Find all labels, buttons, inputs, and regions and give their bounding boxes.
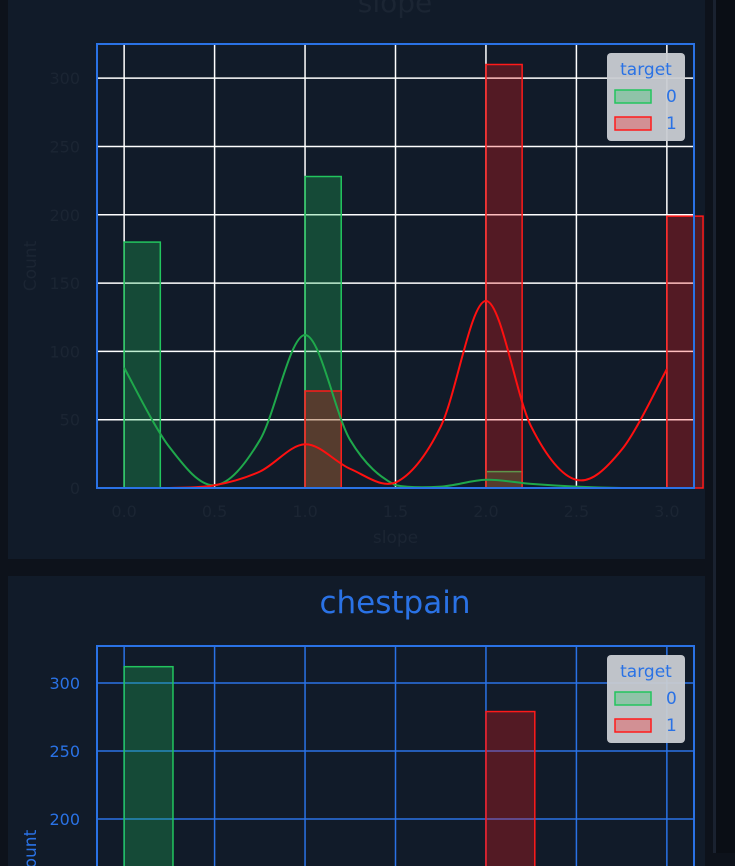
x-tick-label: 0.0: [111, 502, 136, 521]
bar-target-0: [123, 241, 162, 489]
legend-swatch-1: [614, 116, 652, 131]
y-axis-label: Count: [21, 829, 41, 866]
x-tick-label: 1.5: [383, 502, 408, 521]
legend-label-0: 0: [666, 87, 677, 107]
x-tick-label: 2.5: [564, 502, 589, 521]
legend-swatch-1: [614, 718, 652, 733]
x-tick-label: 2.0: [473, 502, 498, 521]
y-tick-label: 200: [49, 810, 80, 829]
legend-box: [607, 655, 685, 743]
scrollbar-track[interactable]: [713, 0, 735, 853]
y-tick-label: 250: [49, 742, 80, 761]
legend-label-1: 1: [666, 114, 677, 134]
chart-title: slope: [358, 0, 433, 19]
bar-target-1: [485, 710, 536, 866]
y-tick-label: 200: [49, 206, 80, 225]
legend-label-1: 1: [666, 716, 677, 736]
y-axis-label: Count: [21, 240, 41, 291]
kde-line-target-1: [124, 299, 668, 489]
legend-title: target: [620, 60, 672, 80]
bar-target-1: [666, 215, 704, 489]
x-tick-label: 1.0: [292, 502, 317, 521]
legend-swatch-0: [614, 89, 652, 104]
y-tick-label: 0: [70, 479, 80, 498]
legend-swatch-0: [614, 691, 652, 706]
legend-box: [607, 53, 685, 141]
bar-target-0: [123, 665, 174, 866]
plot-frame: [96, 43, 695, 489]
y-tick-label: 100: [49, 342, 80, 361]
bar-target-0: [304, 175, 342, 489]
scrollbar-thumb[interactable]: [713, 0, 716, 853]
chestpain-chart-panel: chestpain 200 250 300 Count target 0 1: [8, 576, 705, 866]
y-tick-label: 50: [60, 411, 80, 430]
slope-chart: slope 0 50 100 150 200 250 300 0.0 0.5 1.0 1.5 2.0 2.…: [21, 0, 704, 548]
chart-title: chestpain: [319, 585, 470, 621]
x-tick-label: 0.5: [202, 502, 227, 521]
x-tick-label: 3.0: [654, 502, 679, 521]
y-tick-label: 300: [49, 674, 80, 693]
y-tick-label: 250: [49, 137, 80, 156]
y-tick-label: 300: [49, 69, 80, 88]
slope-chart-panel: slope 0 50 100 150 200 250 300 0.0 0.5 1.0 1.5 2.0 2.…: [8, 0, 705, 559]
legend-label-0: 0: [666, 689, 677, 709]
legend-title: target: [620, 662, 672, 682]
plot-frame: [96, 645, 695, 866]
bar-target-1: [485, 63, 523, 489]
x-axis-label: slope: [373, 528, 418, 548]
y-tick-label: 150: [49, 274, 80, 293]
chestpain-chart: chestpain 200 250 300 Count target 0 1: [21, 585, 695, 866]
